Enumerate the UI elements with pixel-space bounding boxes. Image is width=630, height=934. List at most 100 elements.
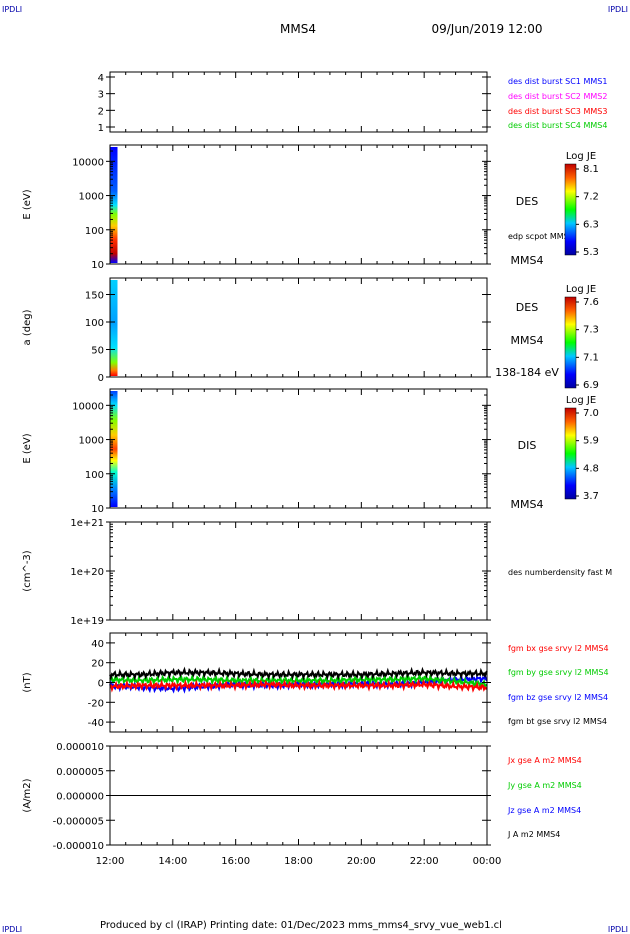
panel-p6: -40 -20 0 20 40 (nT) fgm bx gse srvy l2 MMS4 fg… — [22, 632, 609, 733]
colorbar-tick-label: 7.2 — [583, 192, 599, 203]
y-tick-label: 0 — [98, 373, 104, 384]
y-axis-label: (A/m2) — [22, 778, 33, 812]
corner-label-top-left: IPDLI — [2, 5, 22, 14]
y-tick-label: 100 — [85, 318, 104, 329]
colorbar-tick-label: 4.8 — [583, 463, 599, 474]
colorbar-label: Log JE — [566, 284, 596, 295]
x-tick-label: 00:00 — [473, 856, 502, 867]
legend-entry: des numberdensity fast M — [508, 568, 612, 577]
y-tick-label: 3 — [98, 90, 104, 101]
series-line — [109, 666, 488, 681]
x-tick-label: 20:00 — [347, 856, 376, 867]
panel-frame — [109, 144, 488, 265]
spectrogram-strip — [110, 147, 118, 263]
y-tick-label: 1e+19 — [70, 616, 104, 627]
side-label: 138-184 eV — [495, 366, 559, 379]
y-tick-label: 4 — [98, 73, 104, 84]
y-tick-label: -0.000005 — [53, 816, 104, 827]
colorbar-tick-label: 6.3 — [583, 219, 599, 230]
legend-entry: fgm by gse srvy l2 MMS4 — [508, 668, 609, 677]
legend-entry: des dist burst SC4 MMS4 — [508, 121, 607, 130]
y-tick-label: 2 — [98, 106, 104, 117]
colorbar-tick-label: 7.0 — [583, 408, 599, 419]
colorbar-label: Log JE — [566, 151, 596, 162]
side-label: DES — [516, 195, 538, 208]
y-tick-label: 1 — [98, 123, 104, 134]
y-axis-label: (nT) — [22, 672, 33, 692]
figure-date: 09/Jun/2019 12:00 — [431, 22, 542, 36]
legend-entry: J A m2 MMS4 — [507, 830, 560, 839]
y-tick-label: 10000 — [72, 157, 104, 168]
x-tick-label: 16:00 — [221, 856, 250, 867]
y-tick-label: 150 — [85, 291, 104, 302]
panel-p4: 10 100 1000 10000 E (eV) DIS MMS4 Log JE 7.0 5.9 4… — [22, 388, 599, 515]
y-tick-label: 100 — [85, 226, 104, 237]
panel-frame — [109, 388, 488, 509]
colorbar-tick-label: 5.9 — [583, 436, 599, 447]
y-tick-label: 50 — [91, 346, 104, 357]
panel-frame — [109, 277, 488, 378]
figure-title: MMS4 — [280, 22, 316, 36]
colorbar-tick-label: 7.1 — [583, 352, 599, 363]
y-tick-label: -40 — [88, 718, 104, 729]
panel-p7: -0.000010 -0.000005 0.000000 0.000005 0.0000… — [22, 742, 582, 852]
legend-entry: fgm bz gse srvy l2 MMS4 — [508, 693, 608, 702]
panel-frame — [109, 71, 488, 133]
y-tick-label: 1e+20 — [70, 567, 104, 578]
corner-label-bottom-left: IPDLI — [2, 925, 22, 934]
y-tick-label: 0.000000 — [56, 792, 104, 803]
legend-entry: des dist burst SC3 MMS3 — [508, 107, 607, 116]
panel-p2: 10 100 1000 10000 E (eV) DES edp scpot MMS4 MMS… — [22, 144, 599, 271]
spectrogram-strip — [110, 391, 118, 507]
x-tick-label: 18:00 — [284, 856, 313, 867]
legend-entry: Jy gse A m2 MMS4 — [507, 781, 582, 790]
x-axis: 12:00 14:00 16:00 18:00 20:00 22:00 00:00 — [96, 856, 502, 867]
y-axis-label: E (eV) — [22, 189, 33, 219]
colorbar — [564, 163, 577, 256]
colorbar-tick-label: 6.9 — [583, 380, 599, 391]
side-label: MMS4 — [511, 254, 544, 267]
legend-entry: des dist burst SC1 MMS1 — [508, 77, 607, 86]
y-tick-label: 0.000010 — [56, 742, 104, 753]
y-tick-label: 20 — [91, 659, 104, 670]
y-tick-label: 1000 — [79, 192, 104, 203]
y-tick-label: 0.000005 — [56, 767, 104, 778]
y-tick-label: 40 — [91, 639, 104, 650]
y-tick-label: 10 — [91, 504, 104, 515]
side-label: DES — [516, 301, 538, 314]
colorbar-tick-label: 7.3 — [583, 325, 599, 336]
y-tick-label: 1000 — [79, 436, 104, 447]
colorbar-tick-label: 7.6 — [583, 297, 599, 308]
panel-p1: 1 2 3 4 des dist burst SC1 MMS1 des dist burs… — [98, 71, 607, 134]
panel-p5: 1e+19 1e+20 1e+21 (cm^-3) des numberdensity … — [22, 518, 612, 627]
side-label: DIS — [518, 439, 537, 452]
y-tick-label: -20 — [88, 698, 104, 709]
y-tick-label: 10 — [91, 260, 104, 271]
y-tick-label: 10000 — [72, 401, 104, 412]
colorbar — [564, 296, 577, 389]
panels: 1 2 3 4 des dist burst SC1 MMS1 des dist burs… — [22, 71, 612, 852]
x-tick-label: 22:00 — [410, 856, 439, 867]
y-axis-label: (cm^-3) — [22, 550, 33, 591]
legend-entry: Jz gse A m2 MMS4 — [507, 806, 581, 815]
y-tick-label: 1e+21 — [70, 518, 104, 529]
colorbar-label: Log JE — [566, 395, 596, 406]
colorbar-tick-label: 5.3 — [583, 247, 599, 258]
corner-label-top-right: IPDLI — [608, 5, 628, 14]
panel-frame — [109, 521, 488, 621]
y-tick-label: 100 — [85, 470, 104, 481]
x-tick-label: 12:00 — [96, 856, 125, 867]
footer-text: Produced by cl (IRAP) Printing date: 01/… — [100, 920, 502, 931]
legend-entry: Jx gse A m2 MMS4 — [507, 756, 582, 765]
y-tick-label: 0 — [98, 679, 104, 690]
y-tick-label: -0.000010 — [53, 841, 104, 852]
colorbar-tick-label: 3.7 — [583, 491, 599, 502]
series-line — [109, 672, 488, 690]
legend-entry: des dist burst SC2 MMS2 — [508, 92, 607, 101]
panel-p3: 0 50 100 150 a (deg) DES MMS4 138-184 eV Log JE 7… — [22, 277, 599, 391]
side-label: MMS4 — [511, 334, 544, 347]
x-tick-label: 14:00 — [158, 856, 187, 867]
side-label: edp scpot MMS4 — [508, 232, 574, 241]
series-line — [109, 678, 488, 693]
